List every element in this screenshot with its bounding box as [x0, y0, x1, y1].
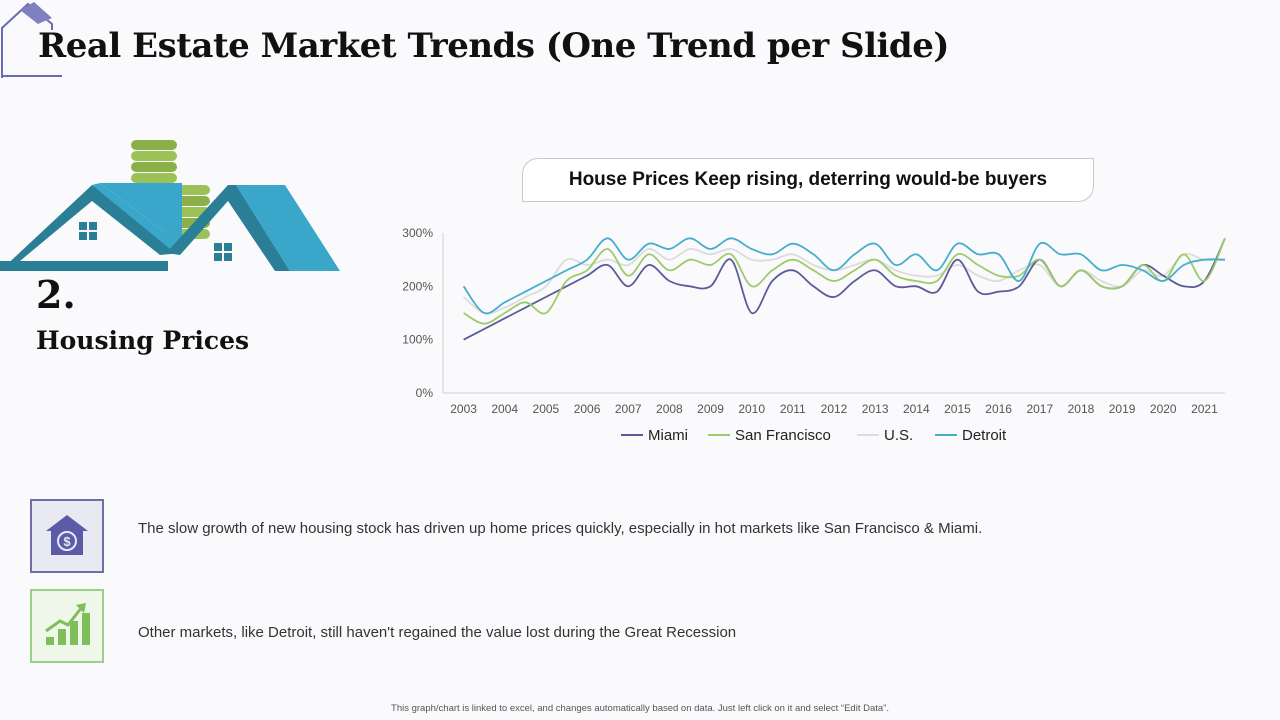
house-dollar-icon: $ [46, 515, 88, 555]
x-tick-label: 2017 [1026, 402, 1053, 416]
y-tick-label: 300% [402, 226, 433, 240]
x-tick-label: 2016 [985, 402, 1012, 416]
chart-heading: House Prices Keep rising, deterring woul… [522, 158, 1094, 202]
note-text-1: The slow growth of new housing stock has… [138, 520, 983, 537]
x-tick-label: 2004 [491, 402, 518, 416]
house-right-icon [166, 185, 340, 271]
house-left-icon [0, 183, 182, 271]
legend-label-detroit: Detroit [962, 427, 1007, 444]
growth-chart-icon [45, 603, 90, 645]
x-tick-label: 2009 [697, 402, 724, 416]
x-tick-label: 2021 [1191, 402, 1218, 416]
y-tick-label: 200% [402, 279, 433, 293]
house-price-line-chart[interactable]: 0% 100% 200% 300% 2003 2004 2005 2006 2007 2008 20… [395, 218, 1235, 458]
x-tick-label: 2014 [903, 402, 930, 416]
note-icon-box-2 [30, 589, 104, 663]
slide-title: Real Estate Market Trends (One Trend per… [38, 26, 949, 66]
legend-label-san-francisco: San Francisco [735, 427, 831, 444]
footer-note: This graph/chart is linked to excel, and… [391, 703, 889, 714]
legend-label-u-s: U.S. [884, 427, 913, 444]
x-tick-label: 2019 [1109, 402, 1136, 416]
x-tick-label: 2007 [615, 402, 642, 416]
note-text-2: Other markets, like Detroit, still haven… [138, 624, 737, 641]
y-tick-label: 100% [402, 333, 433, 347]
trend-name: Housing Prices [36, 326, 250, 355]
note-icon-box-1: $ [30, 499, 104, 573]
x-tick-label: 2005 [533, 402, 560, 416]
houses-coins-illustration [0, 140, 340, 271]
x-tick-label: 2012 [821, 402, 848, 416]
x-tick-label: 2020 [1150, 402, 1177, 416]
x-tick-label: 2011 [780, 402, 806, 416]
x-tick-label: 2006 [574, 402, 601, 416]
series-line-detroit [462, 237, 1226, 315]
x-tick-label: 2010 [738, 402, 765, 416]
series-line-san-francisco [463, 237, 1226, 325]
x-tick-label: 2015 [944, 402, 971, 416]
y-tick-label: 0% [416, 386, 434, 400]
svg-text:$: $ [63, 534, 71, 549]
x-tick-label: 2013 [862, 402, 889, 416]
legend-label-miami: Miami [648, 427, 688, 444]
x-tick-label: 2018 [1068, 402, 1095, 416]
series-line-u-s [463, 248, 1226, 315]
trend-number: 2. [36, 272, 76, 317]
x-tick-label: 2008 [656, 402, 683, 416]
x-tick-label: 2003 [450, 402, 477, 416]
corner-house-decoration [0, 2, 62, 78]
